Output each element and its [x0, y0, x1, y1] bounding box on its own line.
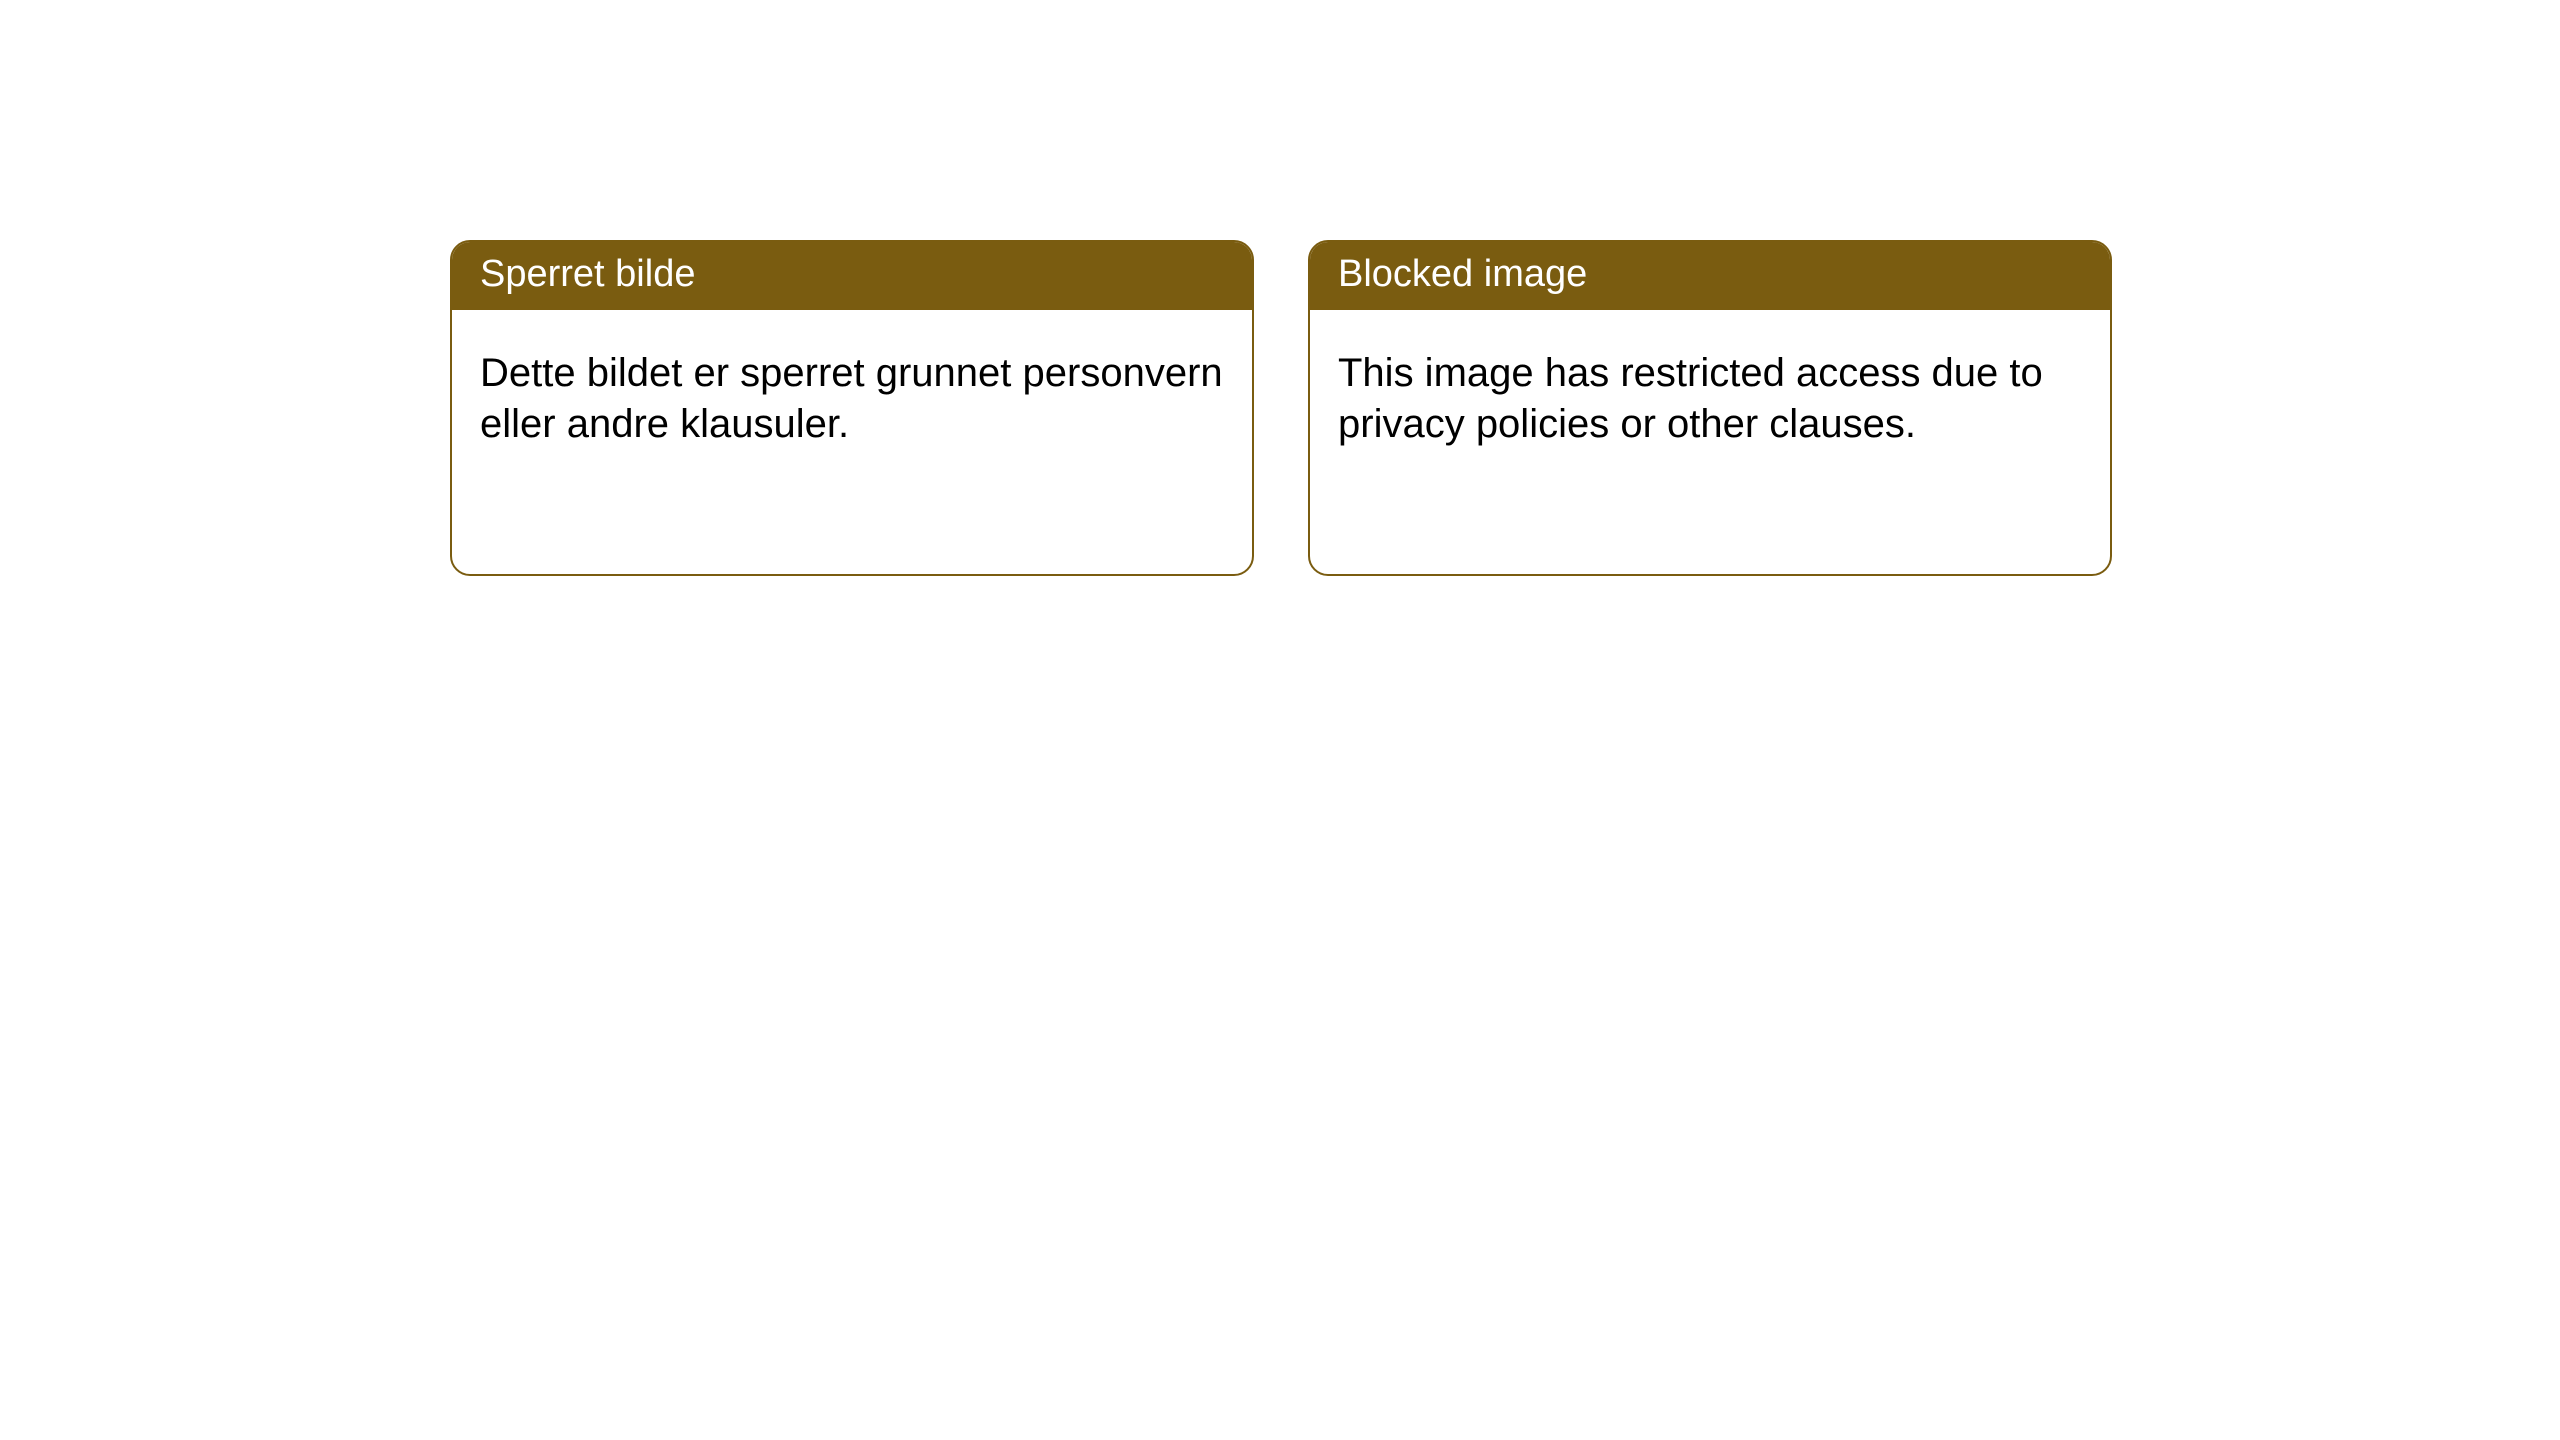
notice-body: Dette bildet er sperret grunnet personve… — [452, 310, 1252, 488]
notice-title: Sperret bilde — [452, 242, 1252, 310]
notice-card-norwegian: Sperret bilde Dette bildet er sperret gr… — [450, 240, 1254, 576]
notice-body: This image has restricted access due to … — [1310, 310, 2110, 488]
notice-card-english: Blocked image This image has restricted … — [1308, 240, 2112, 576]
notice-title: Blocked image — [1310, 242, 2110, 310]
notice-container: Sperret bilde Dette bildet er sperret gr… — [0, 0, 2560, 576]
